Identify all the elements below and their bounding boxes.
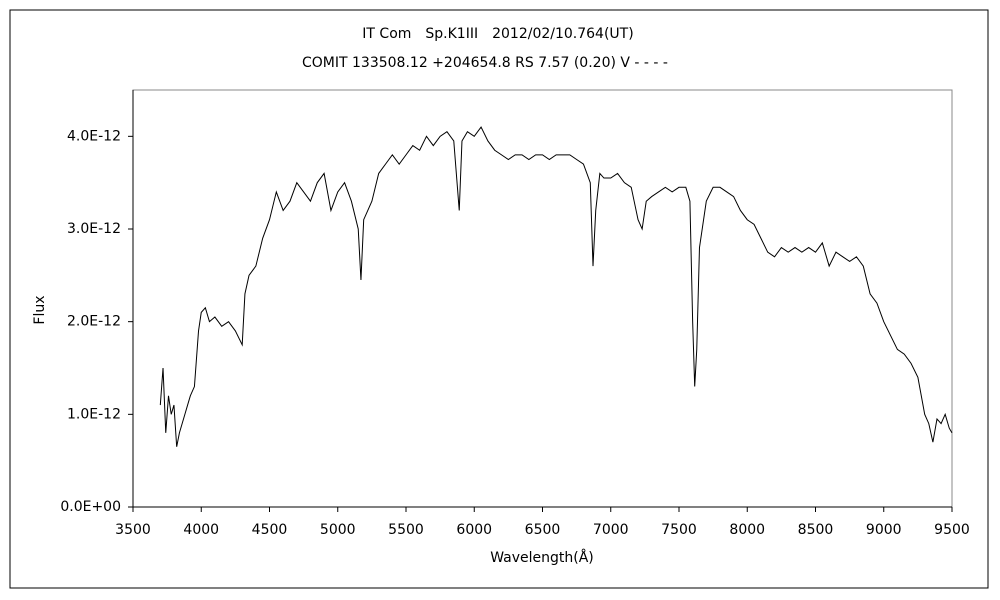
x-tick-label: 5000 xyxy=(320,522,356,538)
x-tick-label: 4000 xyxy=(183,522,219,538)
x-tick-label: 8500 xyxy=(798,522,834,538)
x-tick-label: 6000 xyxy=(456,522,492,538)
x-tick-label: 7500 xyxy=(661,522,697,538)
x-tick-label: 8000 xyxy=(729,522,765,538)
x-tick-label: 9000 xyxy=(866,522,902,538)
x-tick-label: 7000 xyxy=(593,522,629,538)
y-tick-label: 2.0E-12 xyxy=(67,314,121,330)
chart-title: IT Com Sp.K1III 2012/02/10.764(UT) xyxy=(362,26,633,42)
x-axis-label: Wavelength(Å) xyxy=(490,549,594,566)
chart-subtitle: COMIT 133508.12 +204654.8 RS 7.57 (0.20)… xyxy=(302,55,668,71)
x-tick-label: 5500 xyxy=(388,522,424,538)
y-tick-label: 1.0E-12 xyxy=(67,406,121,422)
y-tick-label: 3.0E-12 xyxy=(67,221,121,237)
x-tick-label: 3500 xyxy=(115,522,151,538)
frame xyxy=(9,9,989,589)
y-tick-label: 4.0E-12 xyxy=(67,128,121,144)
x-tick-label: 4500 xyxy=(252,522,288,538)
y-axis-label: Flux xyxy=(32,295,48,324)
spectrum-line xyxy=(159,126,953,447)
x-tick-label: 9500 xyxy=(934,522,970,538)
x-tick-label: 6500 xyxy=(525,522,561,538)
y-tick-label: 0.0E+00 xyxy=(60,499,121,515)
